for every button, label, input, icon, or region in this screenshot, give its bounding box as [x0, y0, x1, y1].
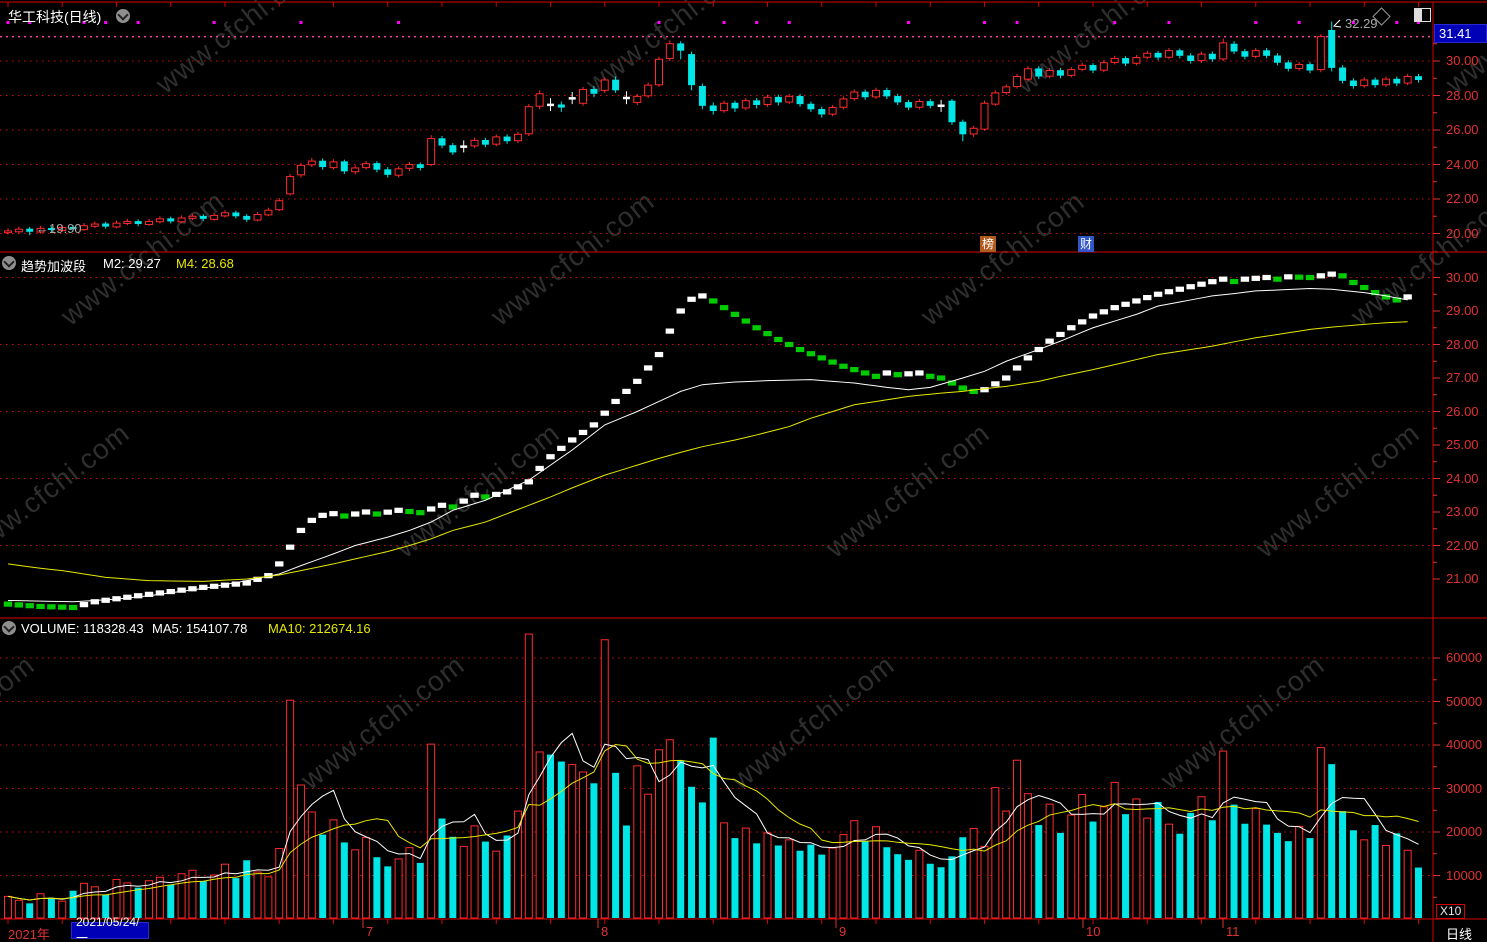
- trend-axis-label: 23.00: [1446, 504, 1479, 519]
- month-label-7: 7: [366, 924, 374, 939]
- lowest-price-annotation: ←19.90: [36, 221, 82, 236]
- trend-axis-label: 27.00: [1446, 370, 1479, 385]
- month-label-10: 10: [1086, 924, 1101, 939]
- trend-axis-label: 21.00: [1446, 571, 1479, 586]
- trend-axis-label: 24.00: [1446, 470, 1479, 486]
- trend-collapse-chevron-icon[interactable]: [2, 256, 16, 270]
- last-price-box: 31.41: [1434, 24, 1487, 43]
- news-badge-cai[interactable]: 财: [1078, 236, 1094, 252]
- title-collapse-chevron-icon[interactable]: [116, 9, 130, 23]
- news-badge-bang[interactable]: 榜: [980, 236, 996, 252]
- highest-price-annotation: 32.29: [1345, 16, 1378, 31]
- price-axis-label: 28.00: [1446, 87, 1479, 103]
- trend-axis-label: 28.00: [1446, 336, 1479, 352]
- month-label-8: 8: [601, 924, 609, 939]
- volume-axis-label: 50000: [1446, 693, 1483, 709]
- trend-axis-label: 30.00: [1446, 269, 1479, 285]
- volume-collapse-chevron-icon[interactable]: [2, 621, 16, 635]
- price-axis-label: 26.00: [1446, 122, 1479, 137]
- price-axis-label: 24.00: [1446, 156, 1479, 172]
- volume-axis-label: 30000: [1446, 780, 1483, 796]
- trend-m4-value: M4: 28.68: [176, 256, 234, 271]
- volume-ma10-value: MA10: 212674.16: [268, 621, 371, 636]
- period-label[interactable]: 日线: [1446, 927, 1473, 942]
- volume-axis-label: 60000: [1446, 650, 1483, 665]
- trend-axis-label: 26.00: [1446, 403, 1479, 419]
- month-label-11: 11: [1226, 924, 1240, 939]
- trend-axis-label: 29.00: [1446, 303, 1479, 318]
- price-axis-label: 22.00: [1446, 191, 1479, 206]
- volume-axis-label: 20000: [1446, 824, 1483, 839]
- volume-ma5-value: MA5: 154107.78: [152, 621, 248, 636]
- trend-axis-label: 22.00: [1446, 537, 1479, 553]
- trend-axis-label: 25.00: [1446, 437, 1479, 452]
- volume-axis-label: 40000: [1446, 737, 1483, 752]
- price-axis-label: 30.00: [1446, 53, 1479, 68]
- price-axis-label: 20.00: [1446, 225, 1479, 241]
- stock-title: 华工科技(日线): [8, 9, 102, 25]
- trend-m2-value: M2: 29.27: [103, 256, 161, 271]
- volume-axis-label: 10000: [1446, 867, 1483, 883]
- axis-year-label: 2021年: [8, 927, 50, 942]
- volume-value: VOLUME: 118328.43: [21, 621, 144, 636]
- split-view-icon[interactable]: [1414, 8, 1431, 22]
- start-date-box: 2021/05/24/一: [71, 915, 149, 942]
- trend-indicator-name: 趋势加波段: [21, 259, 87, 274]
- volume-unit-box: X10: [1436, 904, 1466, 919]
- month-label-9: 9: [839, 924, 847, 939]
